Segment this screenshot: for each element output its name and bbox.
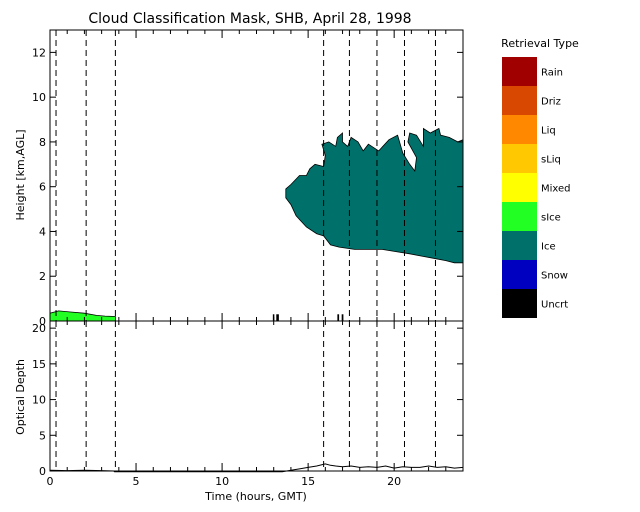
legend-label-snow: Snow — [541, 271, 568, 282]
bottom-ytick-label: 20 — [32, 322, 46, 335]
legend-label-sliq: sLiq — [541, 155, 561, 166]
legend-swatch-liq — [502, 115, 537, 144]
bottom-ytick-label: 5 — [39, 429, 46, 442]
legend-swatch-uncrt — [502, 289, 537, 318]
mask-region-sice — [49, 310, 116, 322]
bottom-y-axis-label: Optical Depth — [14, 359, 27, 435]
mask-region-uncrt-2 — [337, 314, 340, 321]
xtick-label: 5 — [133, 475, 140, 488]
legend-swatch-snow — [502, 260, 537, 289]
legend-swatch-ice — [502, 231, 537, 260]
bottom-plot-frame — [49, 320, 464, 472]
legend-label-sice: sIce — [541, 213, 561, 224]
mask-region-uncrt-1 — [276, 314, 279, 321]
top-ytick-label: 6 — [39, 181, 46, 194]
top-ytick-label: 2 — [39, 270, 46, 283]
top-ytick-label: 10 — [32, 91, 46, 104]
top-axis-ticks: 0 2 4 6 8 10 12 — [32, 30, 464, 328]
legend: Retrieval Type Rain Driz Liq sLiq Mixed sIce I… — [501, 37, 579, 318]
legend-title: Retrieval Type — [501, 37, 579, 50]
legend-swatch-mixed — [502, 173, 537, 202]
top-ytick-label: 8 — [39, 136, 46, 149]
legend-label-rain: Rain — [541, 68, 563, 79]
xtick-label: 10 — [215, 475, 229, 488]
legend-swatch-driz — [502, 86, 537, 115]
legend-swatch-sice — [502, 202, 537, 231]
bottom-panel: 0 5 10 15 20 0 5 10 15 20 Optical Depth Time (hou… — [14, 320, 464, 503]
xtick-label: 0 — [47, 475, 54, 488]
top-ytick-label: 12 — [32, 46, 46, 59]
mask-region-ice — [285, 127, 464, 264]
top-panel: 0 2 4 6 8 10 12 Height [km,AGL] — [14, 29, 464, 328]
xtick-label: 15 — [301, 475, 315, 488]
classification-mask — [49, 127, 464, 322]
x-axis-label: Time (hours, GMT) — [204, 490, 307, 503]
bottom-ytick-label: 0 — [39, 465, 46, 478]
bottom-time-markers — [55, 321, 436, 471]
bottom-ytick-label: 10 — [32, 394, 46, 407]
legend-label-ice: Ice — [541, 242, 556, 253]
xtick-label: 20 — [387, 475, 401, 488]
top-y-axis-label: Height [km,AGL] — [14, 129, 27, 220]
bottom-ytick-label: 15 — [32, 358, 46, 371]
legend-label-driz: Driz — [541, 97, 561, 108]
legend-swatch-rain — [502, 57, 537, 86]
chart-title: Cloud Classification Mask, SHB, April 28… — [88, 11, 411, 27]
legend-swatch-sliq — [502, 144, 537, 173]
legend-label-uncrt: Uncrt — [541, 300, 568, 311]
legend-label-mixed: Mixed — [541, 184, 571, 195]
legend-label-liq: Liq — [541, 126, 556, 137]
top-ytick-label: 4 — [39, 225, 46, 238]
top-ytick-label: 0 — [39, 315, 46, 328]
top-time-markers — [55, 30, 436, 321]
bottom-axis-ticks: 0 5 10 15 20 0 5 10 15 20 — [32, 321, 464, 488]
